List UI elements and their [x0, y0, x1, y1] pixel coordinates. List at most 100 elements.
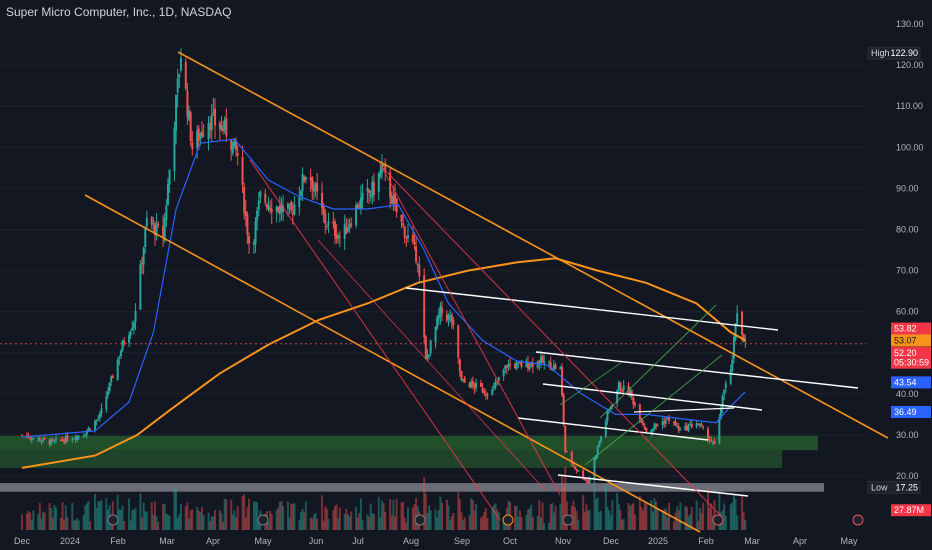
candle-body: [548, 361, 551, 363]
candle-body: [55, 438, 58, 440]
candle-body: [416, 264, 419, 266]
volume-bar: [595, 499, 598, 530]
candle-body: [218, 123, 221, 129]
candle-body: [210, 114, 213, 131]
volume-bar: [85, 503, 88, 530]
candle-body: [676, 425, 679, 427]
candle-body: [335, 234, 338, 240]
candle-body: [348, 224, 351, 228]
time-tick-label: 2025: [648, 536, 668, 546]
volume-bar: [679, 502, 682, 530]
price-tick-label: 20.00: [896, 471, 919, 481]
candle-body: [76, 435, 79, 441]
volume-bar: [93, 493, 96, 530]
volume-bar: [155, 516, 158, 530]
price-badge: [891, 376, 931, 389]
trendline-orange-upper: [177, 51, 889, 439]
candle-body: [702, 427, 705, 429]
candle-body: [690, 423, 693, 428]
candle-body: [95, 419, 98, 422]
volume-bar: [38, 503, 41, 530]
candle-body: [165, 205, 168, 221]
candle-body: [105, 396, 108, 410]
time-tick-label: Oct: [503, 536, 518, 546]
candle-body: [265, 204, 268, 208]
volume-bar: [338, 507, 341, 530]
volume-bar: [223, 498, 226, 530]
candle-body: [538, 361, 541, 365]
volume-bar: [708, 507, 711, 530]
candle-body: [372, 181, 375, 195]
candle-body: [293, 204, 296, 215]
volume-bar: [66, 517, 69, 530]
high-label-caption: High: [871, 48, 890, 58]
candle-body: [471, 380, 474, 385]
candle-body: [473, 383, 476, 388]
candle-body: [290, 201, 293, 211]
candle-body: [312, 188, 315, 192]
candle-body: [236, 153, 239, 156]
volume-bar: [43, 512, 46, 530]
candle-body: [661, 421, 664, 426]
volume-bar: [252, 501, 255, 530]
volume-bar: [632, 503, 635, 530]
volume-bar: [690, 507, 693, 530]
price-badge-text: 36.49: [894, 407, 917, 417]
candle-body: [150, 217, 153, 225]
candle-body: [630, 390, 633, 397]
candle-body: [710, 440, 713, 442]
time-tick-label: Nov: [555, 536, 572, 546]
volume-bar: [543, 523, 546, 530]
candle-body: [202, 135, 205, 137]
candle-body: [695, 423, 698, 427]
volume-bar: [583, 511, 586, 530]
price-badge: [891, 356, 931, 369]
volume-bar: [298, 520, 301, 530]
candle-body: [492, 385, 495, 388]
volume-bar: [82, 514, 85, 530]
volume-bar: [702, 502, 705, 530]
candle-body: [679, 429, 682, 431]
volume-bar: [617, 503, 620, 530]
volume-bar: [536, 515, 539, 530]
volume-bar: [87, 500, 90, 530]
volume-bar: [582, 494, 585, 530]
volume-bar: [321, 495, 324, 530]
volume-bar: [413, 504, 416, 530]
volume-bar: [74, 519, 77, 530]
trendline-white-2: [535, 351, 859, 389]
candle-body: [369, 194, 372, 196]
volume-bar: [369, 503, 372, 530]
trendline-orange-lower: [84, 194, 701, 533]
candle-body: [429, 340, 432, 354]
volume-bar: [713, 499, 716, 530]
volume-bar: [132, 509, 135, 530]
volume-bar: [577, 519, 580, 530]
candle-body: [309, 177, 312, 181]
volume-bar: [528, 508, 531, 530]
volume-bar: [379, 516, 382, 530]
candle-body: [583, 477, 586, 480]
volume-bar: [706, 487, 709, 530]
volume-bar: [256, 502, 259, 530]
volume-bar: [588, 509, 591, 530]
candles-layer: [21, 47, 747, 485]
candle-body: [651, 428, 654, 431]
candle-body: [286, 203, 289, 209]
candle-body: [744, 340, 747, 342]
volume-bar: [491, 507, 494, 530]
candle-body: [708, 439, 711, 441]
volume-bar: [441, 502, 444, 530]
candle-body: [184, 62, 187, 89]
volume-bar: [178, 514, 181, 530]
volume-layer: [21, 466, 747, 530]
candle-body: [734, 323, 737, 340]
volume-bar: [634, 514, 637, 530]
candle-body: [72, 438, 75, 440]
volume-bar: [118, 508, 121, 530]
candle-body: [406, 235, 409, 239]
candle-body: [582, 470, 585, 479]
